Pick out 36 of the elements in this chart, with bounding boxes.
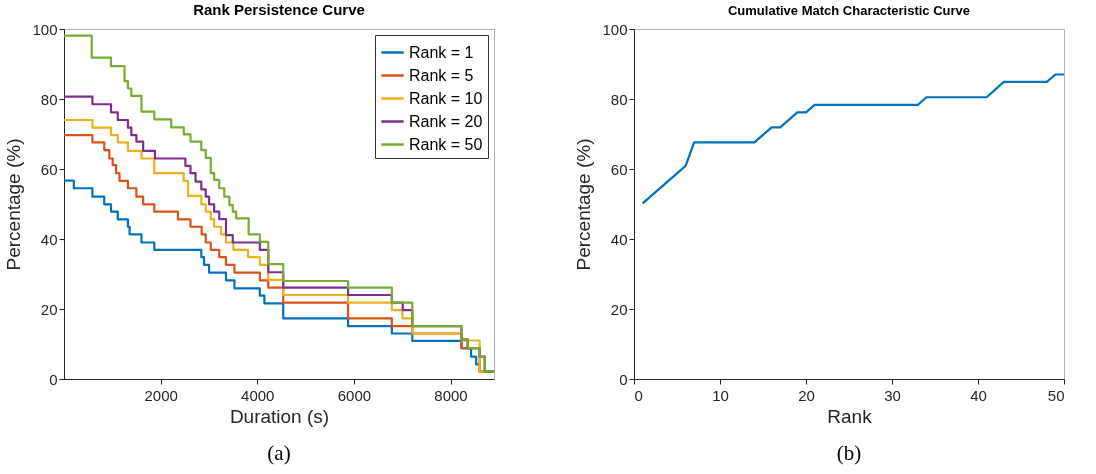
legend-label: Rank = 20 bbox=[409, 112, 483, 130]
x-tick-label: 2000 bbox=[144, 386, 178, 404]
y-tick-label: 60 bbox=[40, 160, 58, 178]
y-tick-label: 40 bbox=[610, 230, 628, 248]
x-axis-title: Duration (s) bbox=[229, 405, 330, 427]
x-tick-label: 6000 bbox=[337, 386, 372, 404]
y-tick-label: 20 bbox=[40, 300, 58, 318]
text: (b) bbox=[836, 441, 862, 465]
x-tick-label: 50 bbox=[1047, 386, 1065, 404]
line-series bbox=[641, 73, 1066, 205]
legend-label: Rank = 50 bbox=[409, 135, 483, 153]
y-tick-label: 60 bbox=[610, 160, 628, 178]
x-tick-label: 20 bbox=[798, 386, 815, 404]
x-tick-label: 8000 bbox=[434, 386, 468, 404]
x-tick-label: 30 bbox=[884, 386, 901, 404]
y-tick-label: 100 bbox=[32, 20, 58, 38]
x-tick-label: 10 bbox=[712, 386, 729, 404]
y-tick-label: 0 bbox=[619, 370, 628, 388]
legend-label: Rank = 5 bbox=[409, 66, 474, 84]
y-tick-label: 100 bbox=[602, 20, 628, 38]
y-tick-label: 80 bbox=[40, 90, 58, 108]
x-tick-label: 40 bbox=[970, 386, 987, 404]
x-tick-label: 4000 bbox=[241, 386, 275, 404]
y-tick-label: 40 bbox=[40, 230, 58, 248]
y-tick-label: 0 bbox=[49, 370, 58, 388]
legend-label: Rank = 10 bbox=[409, 89, 483, 107]
x-tick-label: 0 bbox=[634, 386, 643, 404]
y-axis-title: Percentage (%) bbox=[3, 138, 25, 271]
y-tick-label: 20 bbox=[610, 300, 628, 318]
y-axis-title: Percentage (%) bbox=[573, 138, 595, 271]
chart-title: Rank Persistence Curve bbox=[193, 1, 365, 18]
legend-label: Rank = 1 bbox=[409, 43, 474, 61]
x-axis-title: Rank bbox=[827, 405, 873, 427]
chart-title: Cumulative Match Characteristic Curve bbox=[727, 3, 971, 18]
text: (a) bbox=[267, 441, 291, 465]
y-tick-label: 80 bbox=[610, 90, 628, 108]
